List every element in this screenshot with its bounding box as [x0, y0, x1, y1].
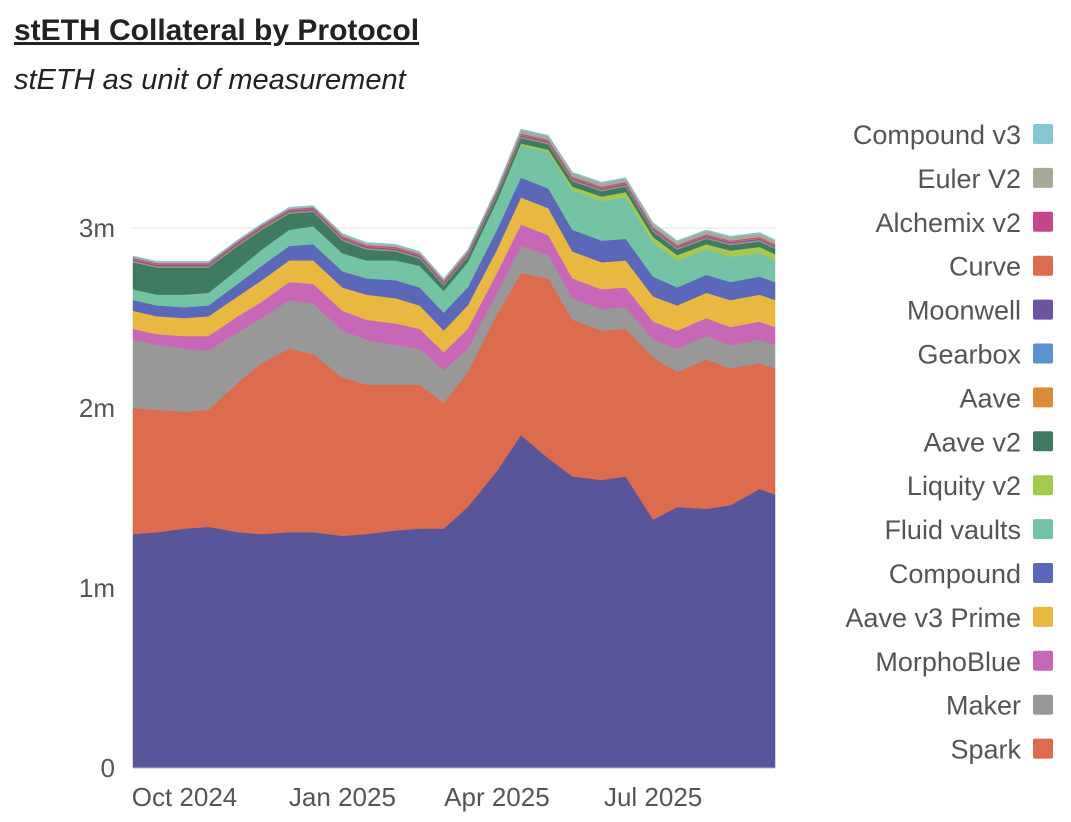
legend-label: Aave: [959, 383, 1021, 413]
legend-swatch: [1033, 519, 1053, 540]
legend-swatch: [1033, 606, 1053, 627]
y-tick-label: 0: [101, 753, 115, 783]
legend-swatch: [1033, 694, 1053, 715]
legend-label: Maker: [946, 691, 1021, 721]
legend-swatch: [1033, 563, 1053, 583]
legend-swatch: [1033, 299, 1053, 320]
legend-label: Fluid vaults: [884, 515, 1021, 545]
x-tick-label: Jan 2025: [289, 782, 396, 812]
legend-swatch: [1033, 475, 1053, 496]
legend: Compound v3 Euler V2 Alchemix v2 Curve Moonw…: [845, 120, 1053, 765]
x-tick-label: Jul 2025: [604, 782, 702, 812]
legend-label: Liquity v2: [907, 471, 1021, 501]
legend-swatch: [1033, 431, 1053, 452]
legend-swatch: [1033, 124, 1053, 144]
legend-swatch: [1033, 387, 1053, 408]
areas: [132, 128, 776, 769]
y-tick-label: 1m: [79, 573, 115, 603]
legend-swatch: [1033, 255, 1053, 276]
legend-label: Aave v2: [923, 427, 1021, 457]
legend-label: MorphoBlue: [875, 647, 1021, 677]
legend-label: Compound: [889, 559, 1021, 589]
x-axis: Oct 2024 Jan 2025 Apr 2025 Jul 2025: [132, 767, 775, 812]
legend-label: Alchemix v2: [875, 208, 1021, 238]
legend-swatch: [1033, 167, 1053, 188]
chart-subtitle: stETH as unit of measurement: [14, 64, 406, 96]
legend-label: Euler V2: [917, 164, 1021, 194]
x-tick-label: Apr 2025: [444, 782, 550, 812]
legend-label: Curve: [949, 252, 1021, 282]
legend-label: Spark: [950, 735, 1021, 765]
y-tick-label: 3m: [79, 213, 115, 243]
legend-label: Moonwell: [907, 296, 1021, 326]
x-tick-label: Oct 2024: [132, 782, 238, 812]
legend-swatch: [1033, 343, 1053, 364]
chart-title: stETH Collateral by Protocol: [14, 14, 420, 47]
legend-swatch: [1033, 211, 1053, 232]
legend-swatch: [1033, 650, 1053, 671]
legend-label: Compound v3: [853, 120, 1021, 150]
y-tick-label: 2m: [79, 393, 115, 423]
area-series-compound-v3: [132, 128, 776, 280]
legend-label: Gearbox: [917, 340, 1021, 370]
legend-label: Aave v3 Prime: [845, 603, 1021, 633]
y-axis: 0 1m 2m 3m: [79, 213, 115, 783]
legend-swatch: [1033, 738, 1053, 759]
